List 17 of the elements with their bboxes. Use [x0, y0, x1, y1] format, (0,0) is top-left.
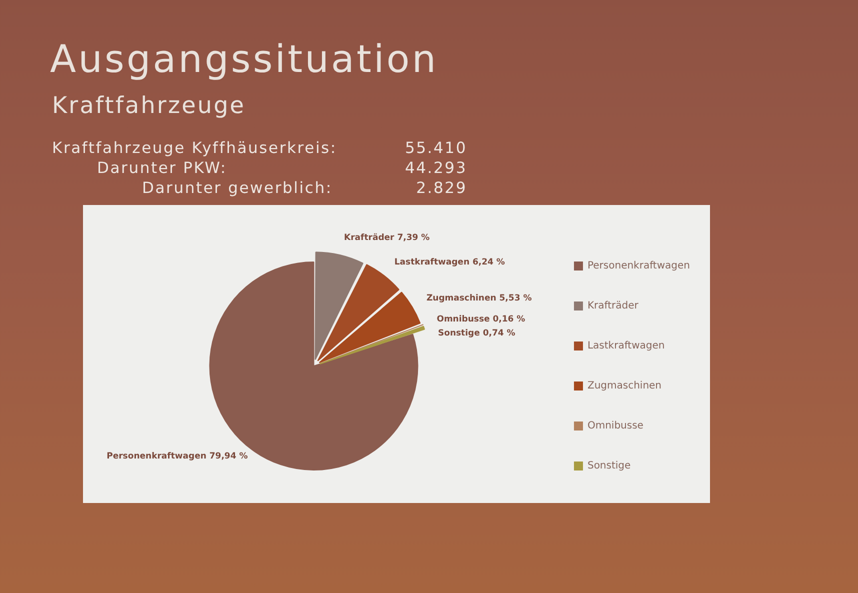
text: Darunter gewerblich: 2.829 [142, 179, 467, 197]
category-label: Zugmaschinen 5,53 % [426, 294, 532, 304]
legend-label: Sonstige [587, 460, 631, 472]
text: Darunter PKW: 44.293 [97, 159, 467, 177]
category-label: Personenkraftwagen 79,94 % [106, 452, 248, 462]
legend-label: Lastkraftwagen [587, 340, 665, 352]
chart-subtitle: Kraftfahrzeuge [52, 93, 246, 119]
text: Kraftfahrzeuge Kyffhäuserkreis: 55.410 [52, 139, 467, 157]
legend-label: Zugmaschinen [587, 380, 662, 392]
legend-label: Krafträder [587, 300, 640, 312]
category-label: Krafträder 7,39 % [344, 233, 430, 244]
legend-label: Omnibusse [587, 420, 644, 432]
chart-title: Ausgangssituation [50, 37, 438, 81]
category-label: Omnibusse 0,16 % [436, 314, 526, 325]
category-label: Sonstige 0,74 % [438, 328, 516, 339]
legend-label: Personenkraftwagen [587, 260, 690, 272]
category-label: Lastkraftwagen 6,24 % [394, 257, 505, 268]
